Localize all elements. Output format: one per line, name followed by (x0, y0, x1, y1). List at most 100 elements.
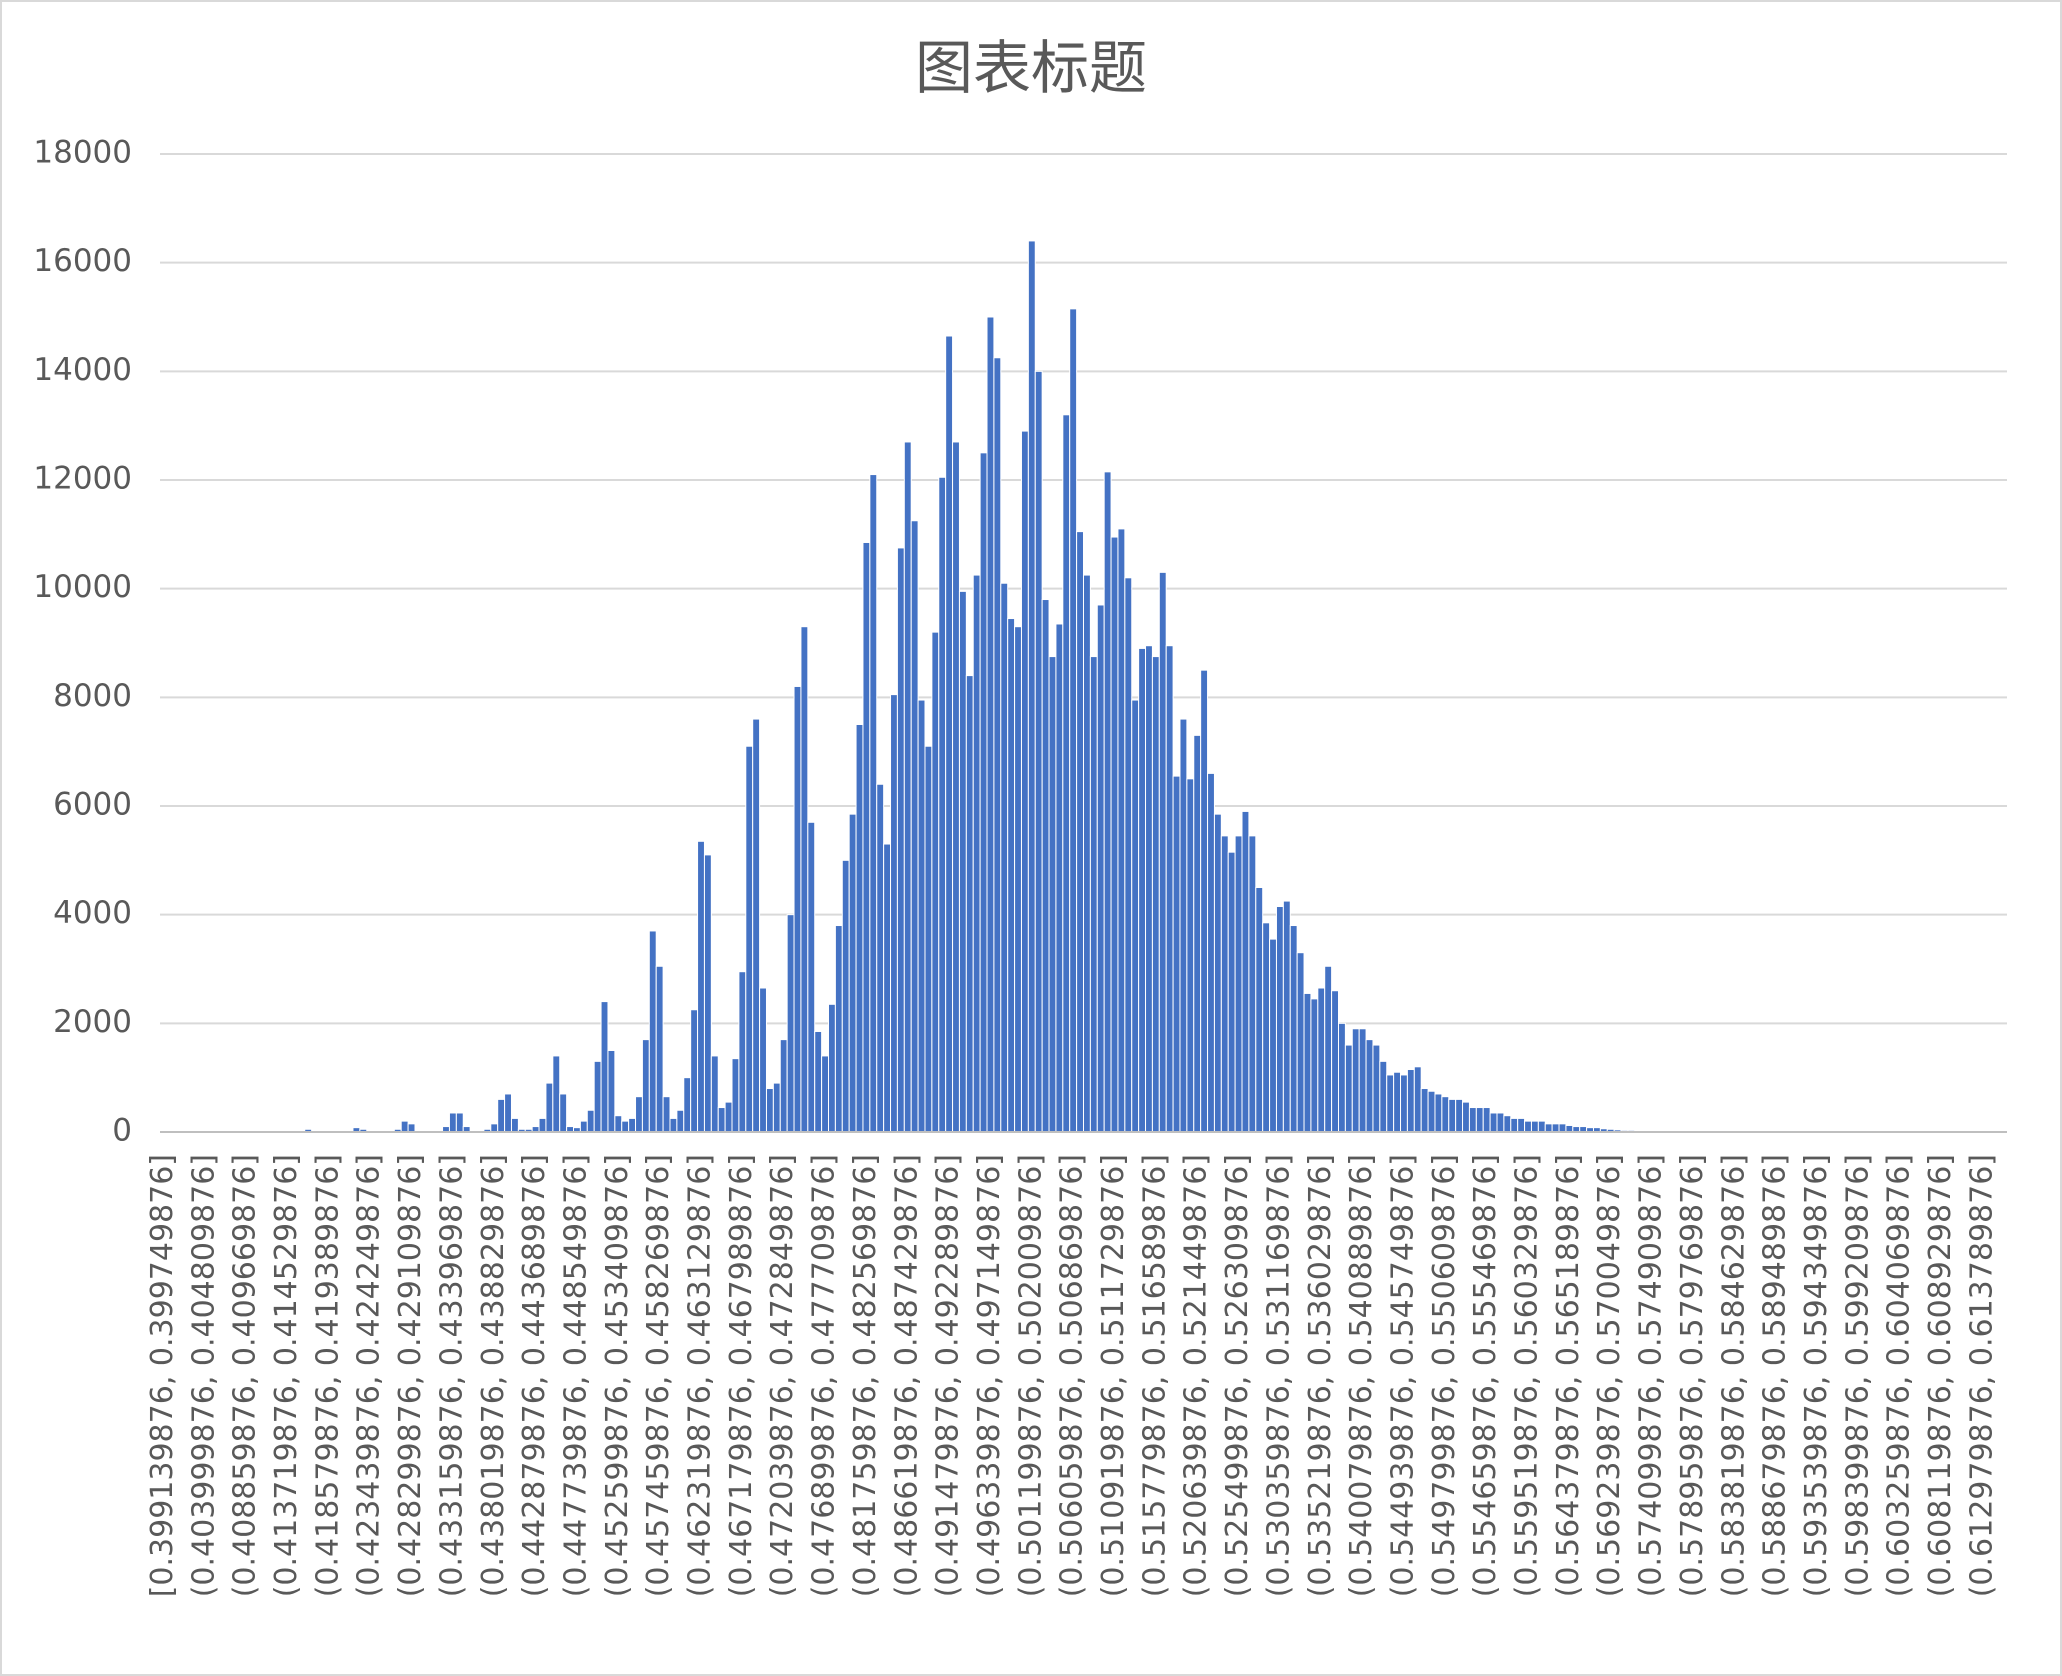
bar (1220, 835, 1229, 1133)
bar (890, 694, 898, 1133)
bar (1468, 1107, 1477, 1133)
x-tick-label: (0.506059876, 0.506869876] (1055, 1154, 1090, 1597)
bar (924, 745, 933, 1133)
bar (628, 1117, 637, 1133)
bar (1344, 1044, 1353, 1133)
bar (1537, 1120, 1546, 1133)
bar (1324, 965, 1333, 1133)
bar (1275, 906, 1284, 1133)
bar (545, 1082, 554, 1133)
bar (648, 930, 657, 1133)
bar (1000, 582, 1009, 1133)
bar (1282, 900, 1291, 1133)
bar (1517, 1117, 1526, 1133)
bar (1351, 1028, 1360, 1133)
bar (1069, 308, 1078, 1133)
bar (1227, 851, 1236, 1133)
bar (862, 541, 871, 1133)
bar (1248, 835, 1257, 1133)
bar (1462, 1101, 1470, 1133)
x-tick-label: (0.588679876, 0.589489876] (1758, 1154, 1793, 1597)
bar (1076, 531, 1084, 1133)
bar (490, 1123, 499, 1133)
x-tick-label: (0.452599876, 0.453409876] (600, 1154, 635, 1597)
y-tick-label: 14000 (33, 352, 132, 388)
bar (1262, 922, 1271, 1133)
bar (614, 1115, 623, 1133)
bar (855, 724, 864, 1133)
bar (1048, 656, 1057, 1133)
bar (1427, 1090, 1436, 1133)
bar (779, 1039, 788, 1133)
bar (1489, 1112, 1498, 1133)
x-tick-label: (0.583819876, 0.584629876] (1716, 1154, 1751, 1597)
y-tick-label: 10000 (33, 569, 132, 605)
bar (497, 1098, 506, 1133)
bar (1400, 1074, 1408, 1133)
bar (1496, 1112, 1505, 1133)
bar (1020, 430, 1029, 1133)
bar (1365, 1039, 1374, 1133)
x-tick-label: (0.481759876, 0.482569876] (848, 1154, 883, 1597)
bar (1158, 571, 1167, 1133)
bar (641, 1039, 650, 1133)
bar (607, 1050, 616, 1133)
bar (1186, 778, 1195, 1133)
bar (793, 685, 802, 1133)
bar (958, 590, 967, 1133)
y-tick-label: 18000 (33, 135, 132, 171)
bar (1434, 1093, 1443, 1133)
x-tick-label: (0.525499876, 0.526309876] (1220, 1154, 1255, 1597)
bar (945, 335, 954, 1133)
bar (1331, 990, 1339, 1133)
bar (979, 452, 988, 1133)
x-tick-label: (0.438019876, 0.438829876] (476, 1154, 511, 1597)
bar (772, 1082, 781, 1133)
bar (1165, 645, 1174, 1133)
bar (814, 1030, 823, 1133)
bar (1200, 669, 1209, 1133)
bar (1406, 1069, 1415, 1133)
bar (1317, 987, 1326, 1133)
bar (1096, 604, 1105, 1133)
x-tick-label: (0.486619876, 0.487429876] (889, 1154, 924, 1597)
x-tick-label: (0.603259876, 0.604069876] (1882, 1154, 1917, 1597)
bar (1007, 618, 1016, 1133)
x-tick-label: (0.544939876, 0.545749876] (1385, 1154, 1420, 1597)
bar (669, 1117, 678, 1133)
x-tick-label: (0.433159876, 0.433969876] (434, 1154, 469, 1597)
x-tick-label: (0.530359876, 0.531169876] (1261, 1154, 1296, 1597)
bar (448, 1112, 457, 1133)
y-tick-label: 12000 (33, 461, 132, 497)
x-tick-label: (0.447739876, 0.448549876] (558, 1154, 593, 1597)
bar (965, 675, 974, 1133)
bar (807, 821, 816, 1133)
bar (635, 1096, 643, 1133)
bar (1145, 645, 1153, 1133)
bar (538, 1117, 547, 1133)
bar (1062, 414, 1071, 1133)
bar (1303, 992, 1312, 1133)
x-tick-label: (0.462319876, 0.463129876] (683, 1154, 718, 1597)
bar (745, 745, 754, 1133)
bar (1386, 1074, 1395, 1133)
bar (759, 987, 767, 1133)
bar (559, 1093, 568, 1133)
bar (407, 1123, 416, 1133)
bar (876, 783, 885, 1133)
x-tick-label: (0.467179876, 0.467989876] (724, 1154, 759, 1597)
bar (1041, 599, 1050, 1133)
x-tick-label: [0.399139876, 0.399749876] (145, 1154, 180, 1597)
bar (1544, 1123, 1553, 1133)
bar (1289, 925, 1298, 1133)
bar (662, 1096, 671, 1133)
bar (1524, 1120, 1532, 1133)
bar (1475, 1107, 1484, 1133)
bar (1014, 626, 1022, 1133)
bar (1441, 1096, 1450, 1133)
x-tick-label: (0.491479876, 0.492289876] (931, 1154, 966, 1597)
bar (1055, 623, 1064, 1133)
bar (1420, 1088, 1429, 1133)
bar (841, 859, 850, 1133)
